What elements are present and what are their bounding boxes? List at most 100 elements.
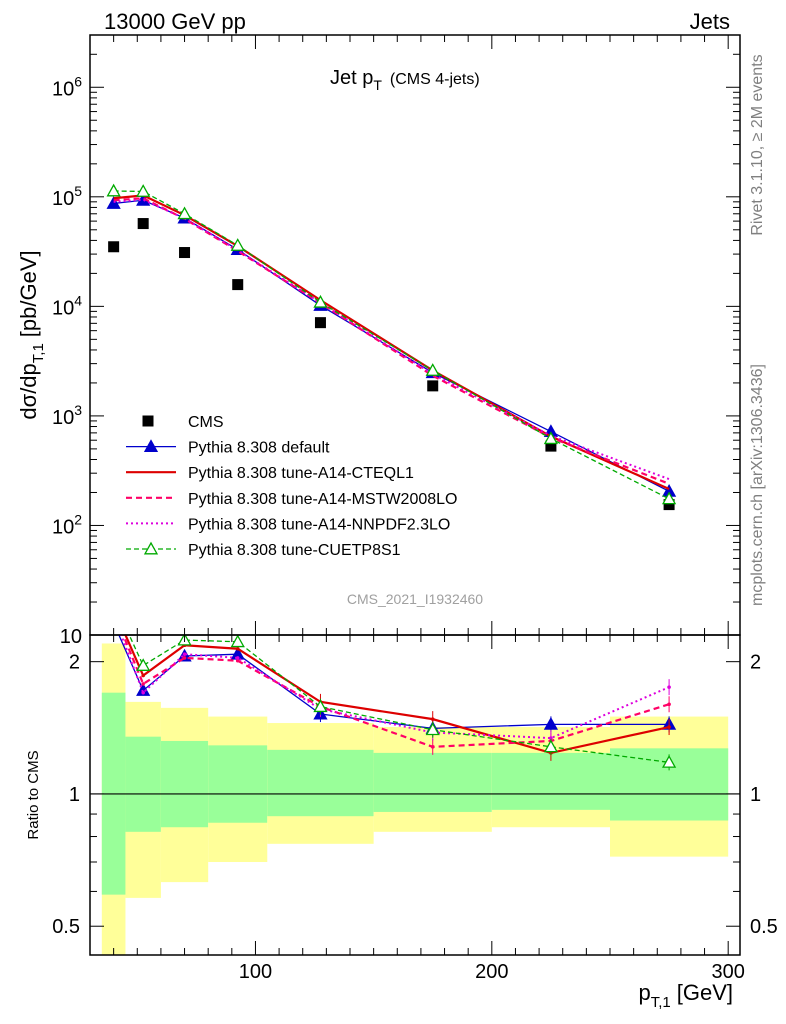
y-tick-label: 103 bbox=[52, 402, 82, 429]
x-axis-label: pT,1 [GeV] bbox=[638, 980, 733, 1011]
y-tick-label-base: 10 bbox=[52, 516, 74, 538]
cms-data-point bbox=[179, 247, 191, 259]
ratio-a14_nnpdf-point bbox=[667, 685, 671, 689]
x-axis-label-sub: T,1 bbox=[651, 994, 671, 1011]
cms-data-point bbox=[314, 317, 326, 329]
ratio-a14_nnpdf-point bbox=[141, 690, 145, 695]
cms-data-point bbox=[137, 218, 149, 230]
y-axis-label-sub: T,1 bbox=[30, 343, 47, 363]
ratio-y-tick-label: 2 bbox=[69, 652, 80, 674]
cuetp8s1-marker bbox=[106, 183, 121, 197]
uncertainty-band-inner bbox=[267, 749, 374, 817]
ratio-a14_mstw-point bbox=[182, 656, 187, 660]
ratio-a14_cteql1-point bbox=[235, 646, 240, 651]
ratio-y-tick-label-right: 1 bbox=[750, 784, 761, 806]
legend-marker bbox=[143, 439, 159, 453]
cuetp8s1-marker bbox=[136, 184, 151, 197]
ratio-y-tick-label: 0.5 bbox=[52, 916, 80, 938]
ratio-default-marker bbox=[543, 717, 559, 730]
cuetp8s1-marker bbox=[313, 294, 328, 308]
ratio-a14_mstw-point bbox=[430, 745, 435, 749]
x-tick-label: 100 bbox=[239, 961, 272, 983]
legend-label: Pythia 8.308 tune-A14-NNPDF2.3LO bbox=[188, 516, 450, 533]
cuetp8s1-marker bbox=[661, 491, 677, 505]
ratio-cuetp8s1-marker bbox=[661, 755, 677, 768]
cuetp8s1-marker bbox=[543, 431, 559, 445]
legend-item-a14_mstw: Pythia 8.308 tune-A14-MSTW2008LO bbox=[126, 491, 457, 508]
legend-item-cms: CMS bbox=[142, 414, 224, 431]
y-tick-label-exp: 2 bbox=[74, 511, 82, 527]
x-tick-label: 300 bbox=[711, 961, 744, 983]
legend-item-a14_nnpdf: Pythia 8.308 tune-A14-NNPDF2.3LO bbox=[126, 516, 450, 533]
ratio-y-tick-label: 1 bbox=[69, 784, 80, 806]
ratio-a14_cteql1-point bbox=[112, 606, 116, 610]
header-left: 13000 GeV pp bbox=[104, 9, 246, 34]
legend-item-a14_cteql1: Pythia 8.308 tune-A14-CTEQL1 bbox=[126, 465, 414, 482]
legend-item-cuetp8s1: Pythia 8.308 tune-CUETP8S1 bbox=[126, 541, 401, 559]
ratio-a14_cteql1-point bbox=[141, 673, 145, 678]
y-tick-label: 106 bbox=[52, 73, 82, 100]
cuetp8s1-line bbox=[113, 190, 670, 500]
y-tick-label: 105 bbox=[52, 183, 82, 210]
y-tick-label-exp: 6 bbox=[74, 73, 82, 89]
cuetp8s1-marker bbox=[425, 363, 440, 376]
analysis-id: CMS_2021_I1932460 bbox=[347, 591, 483, 607]
series-a14_nnpdf bbox=[113, 198, 670, 481]
plot-title-sub: T bbox=[373, 77, 382, 93]
ratio-cuetp8s1-marker bbox=[313, 699, 328, 713]
y-tick-label-exp: 3 bbox=[74, 402, 82, 418]
legend-label: Pythia 8.308 tune-A14-CTEQL1 bbox=[188, 465, 414, 482]
uncertainty-band-inner bbox=[160, 740, 209, 828]
series-cuetp8s1 bbox=[106, 183, 677, 505]
ratio-a14_mstw-point bbox=[667, 702, 671, 707]
uncertainty-band-inner bbox=[208, 745, 268, 823]
y-axis-label-unit: [pb/GeV] bbox=[16, 250, 41, 337]
ratio-a14_nnpdf-point bbox=[112, 614, 116, 618]
ratio-a14_nnpdf-line bbox=[120, 635, 670, 740]
ratio-a14_mstw-line bbox=[122, 635, 670, 748]
ratio-y-axis-label: Ratio to CMS bbox=[25, 750, 42, 839]
ratio-cuetp8s1-marker bbox=[230, 635, 245, 648]
legend-label: Pythia 8.308 default bbox=[188, 440, 330, 457]
y-tick-label: 102 bbox=[52, 511, 82, 538]
cms-data-point bbox=[232, 279, 244, 291]
a14_nnpdf-line bbox=[113, 198, 670, 481]
ratio-cuetp8s1-marker bbox=[425, 722, 440, 736]
legend-swatch bbox=[142, 415, 154, 427]
y-tick-label: 10 bbox=[60, 626, 82, 648]
y-axis-label-main: dσ/dp bbox=[16, 363, 41, 419]
y-tick-label-base: 10 bbox=[52, 297, 74, 319]
legend-marker bbox=[143, 541, 159, 555]
cms-data-point bbox=[427, 380, 439, 392]
cms-data-point bbox=[108, 241, 120, 253]
ratio-a14_cteql1-line bbox=[124, 635, 670, 755]
default-marker bbox=[106, 196, 121, 209]
ratio-a14_cteql1-point bbox=[430, 717, 435, 721]
ratio-a14_nnpdf-point bbox=[549, 736, 553, 740]
ratio-cuetp8s1-marker bbox=[108, 595, 120, 606]
ratio-cuetp8s1-marker bbox=[136, 658, 151, 671]
plot-title-main: Jet p bbox=[330, 67, 373, 89]
x-axis-label-unit: [GeV] bbox=[677, 980, 733, 1005]
rivet-label: Rivet 3.1.10, ≥ 2M events bbox=[749, 54, 766, 235]
y-tick-label-base: 10 bbox=[52, 407, 74, 429]
legend-label: Pythia 8.308 tune-A14-MSTW2008LO bbox=[188, 491, 457, 508]
plot-title: Jet pT (CMS 4-jets) bbox=[330, 67, 480, 93]
y-tick-label-exp: 5 bbox=[74, 183, 82, 199]
y-tick-label-exp: 4 bbox=[74, 292, 82, 308]
uncertainty-band-inner bbox=[125, 736, 161, 832]
ratio-plot-panel: 0.5 0.5 1 1 2 2 100 200 300 Ratio to CMS pT,1 [Ge… bbox=[25, 595, 778, 1011]
cuetp8s1-marker bbox=[230, 238, 245, 251]
ratio-cuetp8s1-line bbox=[128, 635, 670, 764]
ratio-plot-frame bbox=[89, 634, 741, 956]
x-tick-label: 200 bbox=[475, 961, 508, 983]
ratio-a14_nnpdf-point bbox=[235, 656, 240, 660]
uncertainty-band-inner bbox=[491, 752, 610, 810]
header-right: Jets bbox=[690, 9, 730, 34]
legend-item-default: Pythia 8.308 default bbox=[126, 439, 330, 457]
ratio-cuetp8s1-marker bbox=[543, 739, 559, 753]
legend-label: Pythia 8.308 tune-CUETP8S1 bbox=[188, 542, 401, 559]
y-tick-label-base: 10 bbox=[52, 78, 74, 100]
